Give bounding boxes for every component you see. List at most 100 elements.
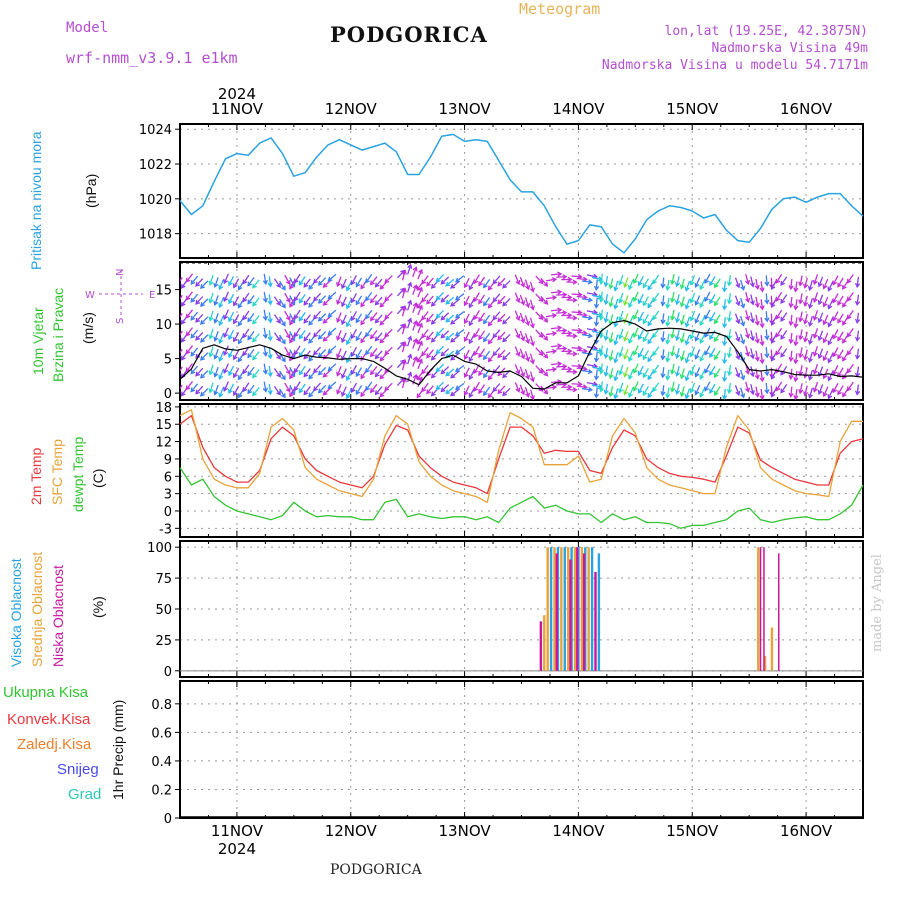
- wind-arrowhead: [213, 300, 219, 306]
- wind-arrow: [298, 294, 306, 304]
- wind-arrowhead: [267, 318, 273, 324]
- wind-arrow: [591, 366, 602, 370]
- wind-arrowhead: [735, 301, 741, 307]
- wind-arrowhead: [483, 301, 488, 307]
- precipitation-panel: 00.20.40.60.8: [151, 680, 864, 827]
- wind-arrow: [375, 368, 383, 377]
- wind-arrowhead: [365, 386, 370, 392]
- wind-arrow: [529, 299, 534, 310]
- wind-arrowhead: [587, 368, 593, 375]
- wind-arrowhead: [627, 374, 633, 380]
- wind-arrow: [209, 292, 214, 303]
- wind-arrow: [728, 382, 732, 393]
- wind-arrow: [351, 364, 358, 375]
- wind-arrow: [832, 329, 839, 339]
- wind-arrowhead: [689, 316, 695, 322]
- wind-arrowhead: [355, 300, 361, 306]
- wind-arrowhead: [497, 299, 503, 305]
- wind-arrow: [680, 332, 685, 343]
- wind-arrow: [745, 291, 749, 302]
- wind-arrowhead: [360, 374, 366, 380]
- wind-arrow: [273, 278, 281, 288]
- wind-arrowhead: [745, 297, 751, 304]
- wind-arrowhead: [637, 334, 643, 341]
- wind-arrow: [468, 387, 475, 398]
- cloud-bar: [778, 553, 780, 671]
- cloud-bar: [770, 627, 774, 671]
- wind-arrow: [365, 291, 373, 301]
- wind-arrow: [695, 277, 701, 288]
- wind-arrowhead: [450, 337, 456, 343]
- wind-arrowhead: [709, 352, 714, 358]
- wind-arrowhead: [199, 337, 205, 343]
- wind-arrowhead: [384, 368, 390, 374]
- wind-arrowhead: [529, 377, 535, 383]
- wind-arrow: [652, 364, 660, 374]
- wind-arrow: [346, 370, 352, 381]
- wind-arrow: [180, 384, 183, 390]
- wind-arrowhead: [637, 317, 643, 323]
- y-tick-label: 100: [147, 541, 172, 556]
- wind-arrowhead: [613, 286, 619, 292]
- wind-arrow: [375, 332, 383, 341]
- wind-arrow: [440, 276, 450, 285]
- wind-arrow: [832, 382, 839, 393]
- wind-arrow: [775, 291, 783, 302]
- wind-arrow: [313, 364, 322, 373]
- wind-arrowhead: [223, 350, 228, 356]
- wind-arrow: [604, 294, 609, 305]
- wind-arrow: [336, 294, 342, 305]
- wind-arrowhead: [745, 279, 751, 286]
- wind-arrow: [604, 311, 609, 323]
- wind-arrowhead: [195, 335, 201, 341]
- wind-arrow: [209, 274, 214, 285]
- wind-arrow: [298, 329, 306, 339]
- wind-arrowhead: [842, 320, 847, 326]
- wind-arrowhead: [854, 354, 861, 360]
- wind-arrowhead: [709, 299, 714, 305]
- wind-arrow: [289, 331, 296, 341]
- wind-arrowhead: [281, 393, 286, 399]
- wind-arrowhead: [440, 351, 446, 357]
- wind-arrowhead: [252, 355, 257, 361]
- wind-arrow: [771, 369, 778, 379]
- wind-arrowhead: [775, 332, 781, 338]
- wind-arrowhead: [374, 354, 380, 360]
- wind-arrow: [209, 346, 214, 357]
- wind-arrow: [502, 351, 511, 360]
- wind-arrow: [190, 329, 199, 339]
- wind-arrowhead: [195, 371, 201, 377]
- wind-arrow: [690, 364, 696, 375]
- wind-arrow: [228, 293, 235, 304]
- wind-arrowhead: [478, 281, 483, 287]
- wind-arrow: [709, 276, 716, 286]
- wind-arrowhead: [745, 315, 751, 321]
- wind-arrow: [671, 273, 675, 284]
- wind-arrowhead: [618, 280, 624, 286]
- wind-arrowhead: [281, 375, 286, 381]
- wind-arrow: [284, 346, 291, 357]
- wind-arrow: [190, 383, 199, 392]
- wind-arrowhead: [195, 281, 201, 287]
- wind-arrow: [765, 293, 768, 304]
- wind-arrow: [586, 310, 597, 314]
- wind-arrow: [734, 313, 740, 324]
- wind-arrow: [323, 369, 332, 378]
- wind-arrow: [576, 349, 587, 352]
- wind-arrowhead: [208, 334, 214, 340]
- wind-arrowhead: [308, 302, 314, 308]
- wind-arrowhead: [608, 391, 614, 398]
- wind-arrowhead: [327, 312, 333, 318]
- wind-arrow: [355, 313, 363, 323]
- wind-arrowhead: [538, 368, 544, 374]
- wind-arrow: [263, 327, 267, 338]
- wind-arrow: [856, 312, 860, 323]
- wind-arrowhead: [502, 355, 508, 361]
- wind-arrow: [323, 333, 332, 342]
- wind-arrow: [497, 277, 506, 287]
- wind-arrowhead: [665, 303, 671, 309]
- wind-arrow: [185, 309, 194, 319]
- cloud-bar: [582, 553, 586, 671]
- wind-arrowhead: [793, 287, 799, 293]
- wind-arrowhead: [764, 389, 770, 395]
